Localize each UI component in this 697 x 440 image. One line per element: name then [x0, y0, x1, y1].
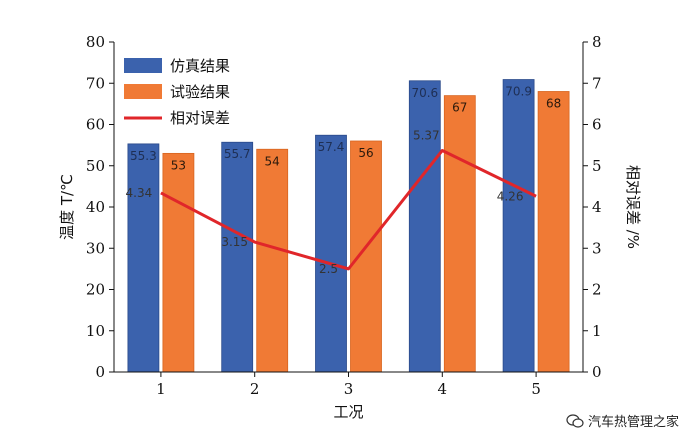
- bar-test-4: [443, 95, 476, 373]
- y2-axis-title: 相对误差 /%: [624, 165, 642, 249]
- y2-tick-label-2: 2: [592, 281, 602, 299]
- y2-tick-label-0: 0: [592, 363, 602, 381]
- x-tick-label-5: 5: [531, 380, 541, 398]
- y-tick-label-50: 50: [86, 157, 105, 175]
- error-label-3: 2.5: [319, 262, 338, 276]
- y2-tick-label-6: 6: [592, 116, 602, 134]
- error-label-4: 5.37: [413, 128, 440, 142]
- legend-label-2: 相对误差: [170, 109, 230, 127]
- legend-label-0: 仿真结果: [170, 57, 230, 75]
- y2-tick-label-4: 4: [592, 198, 602, 216]
- watermark: 汽车热管理之家: [566, 411, 679, 430]
- y-tick-label-40: 40: [86, 198, 105, 216]
- bar-label-test-4: 67: [452, 101, 467, 115]
- y-tick-label-70: 70: [86, 74, 105, 92]
- bar-label-simulation-5: 70.9: [505, 85, 532, 99]
- error-line-layer: [160, 148, 537, 271]
- wechat-icon: [566, 413, 584, 428]
- y2-tick-label-1: 1: [592, 322, 602, 340]
- bar-simulation-5: [502, 79, 535, 373]
- x-tick-label-3: 3: [344, 380, 354, 398]
- bars-layer: [127, 79, 570, 373]
- bar-label-test-2: 54: [265, 154, 280, 168]
- bar-test-5: [537, 91, 570, 373]
- legend-label-1: 试验结果: [170, 83, 230, 101]
- error-label-2: 3.15: [221, 235, 248, 249]
- error-label-1: 4.34: [126, 186, 153, 200]
- bar-label-test-1: 53: [171, 158, 186, 172]
- bar-test-2: [256, 148, 289, 373]
- y-tick-label-10: 10: [86, 322, 105, 340]
- bar-label-test-5: 68: [546, 97, 561, 111]
- bar-labels-layer: 55.3 55.7 57.4 70.6 70.9 53 54 56 67 68 4.34 3.15 2.…: [126, 85, 562, 276]
- bar-label-simulation-3: 57.4: [318, 140, 345, 154]
- bar-simulation-3: [315, 134, 347, 373]
- bar-test-1: [162, 152, 195, 373]
- y-tick-label-30: 30: [86, 239, 105, 257]
- bar-test-3: [350, 140, 382, 373]
- bar-simulation-2: [221, 141, 254, 373]
- y-tick-label-80: 80: [86, 33, 105, 51]
- error-line: [160, 148, 537, 271]
- bar-label-test-3: 56: [358, 146, 373, 160]
- y2-tick-label-5: 5: [592, 157, 602, 175]
- watermark-text: 汽车热管理之家: [587, 415, 679, 430]
- y2-tick-label-3: 3: [592, 239, 602, 257]
- bar-label-simulation-1: 55.3: [130, 149, 157, 163]
- y-tick-label-20: 20: [86, 281, 105, 299]
- x-tick-label-2: 2: [250, 380, 260, 398]
- y-tick-label-60: 60: [86, 116, 105, 134]
- y-axis-title: 温度 T/℃: [58, 174, 76, 240]
- legend-swatch-0: [124, 58, 162, 73]
- bar-simulation-4: [408, 80, 441, 373]
- bar-label-simulation-4: 70.6: [411, 86, 438, 100]
- y2-tick-label-7: 7: [592, 74, 602, 92]
- x-axis-title: 工况: [333, 403, 363, 421]
- error-label-5: 4.26: [497, 189, 524, 203]
- legend-swatch-1: [124, 84, 162, 99]
- bar-label-simulation-2: 55.7: [224, 147, 251, 161]
- y-tick-label-0: 0: [95, 363, 105, 381]
- x-tick-label-1: 1: [156, 380, 166, 398]
- x-tick-label-4: 4: [438, 380, 448, 398]
- bar-simulation-1: [127, 143, 160, 373]
- y2-tick-label-8: 8: [592, 33, 602, 51]
